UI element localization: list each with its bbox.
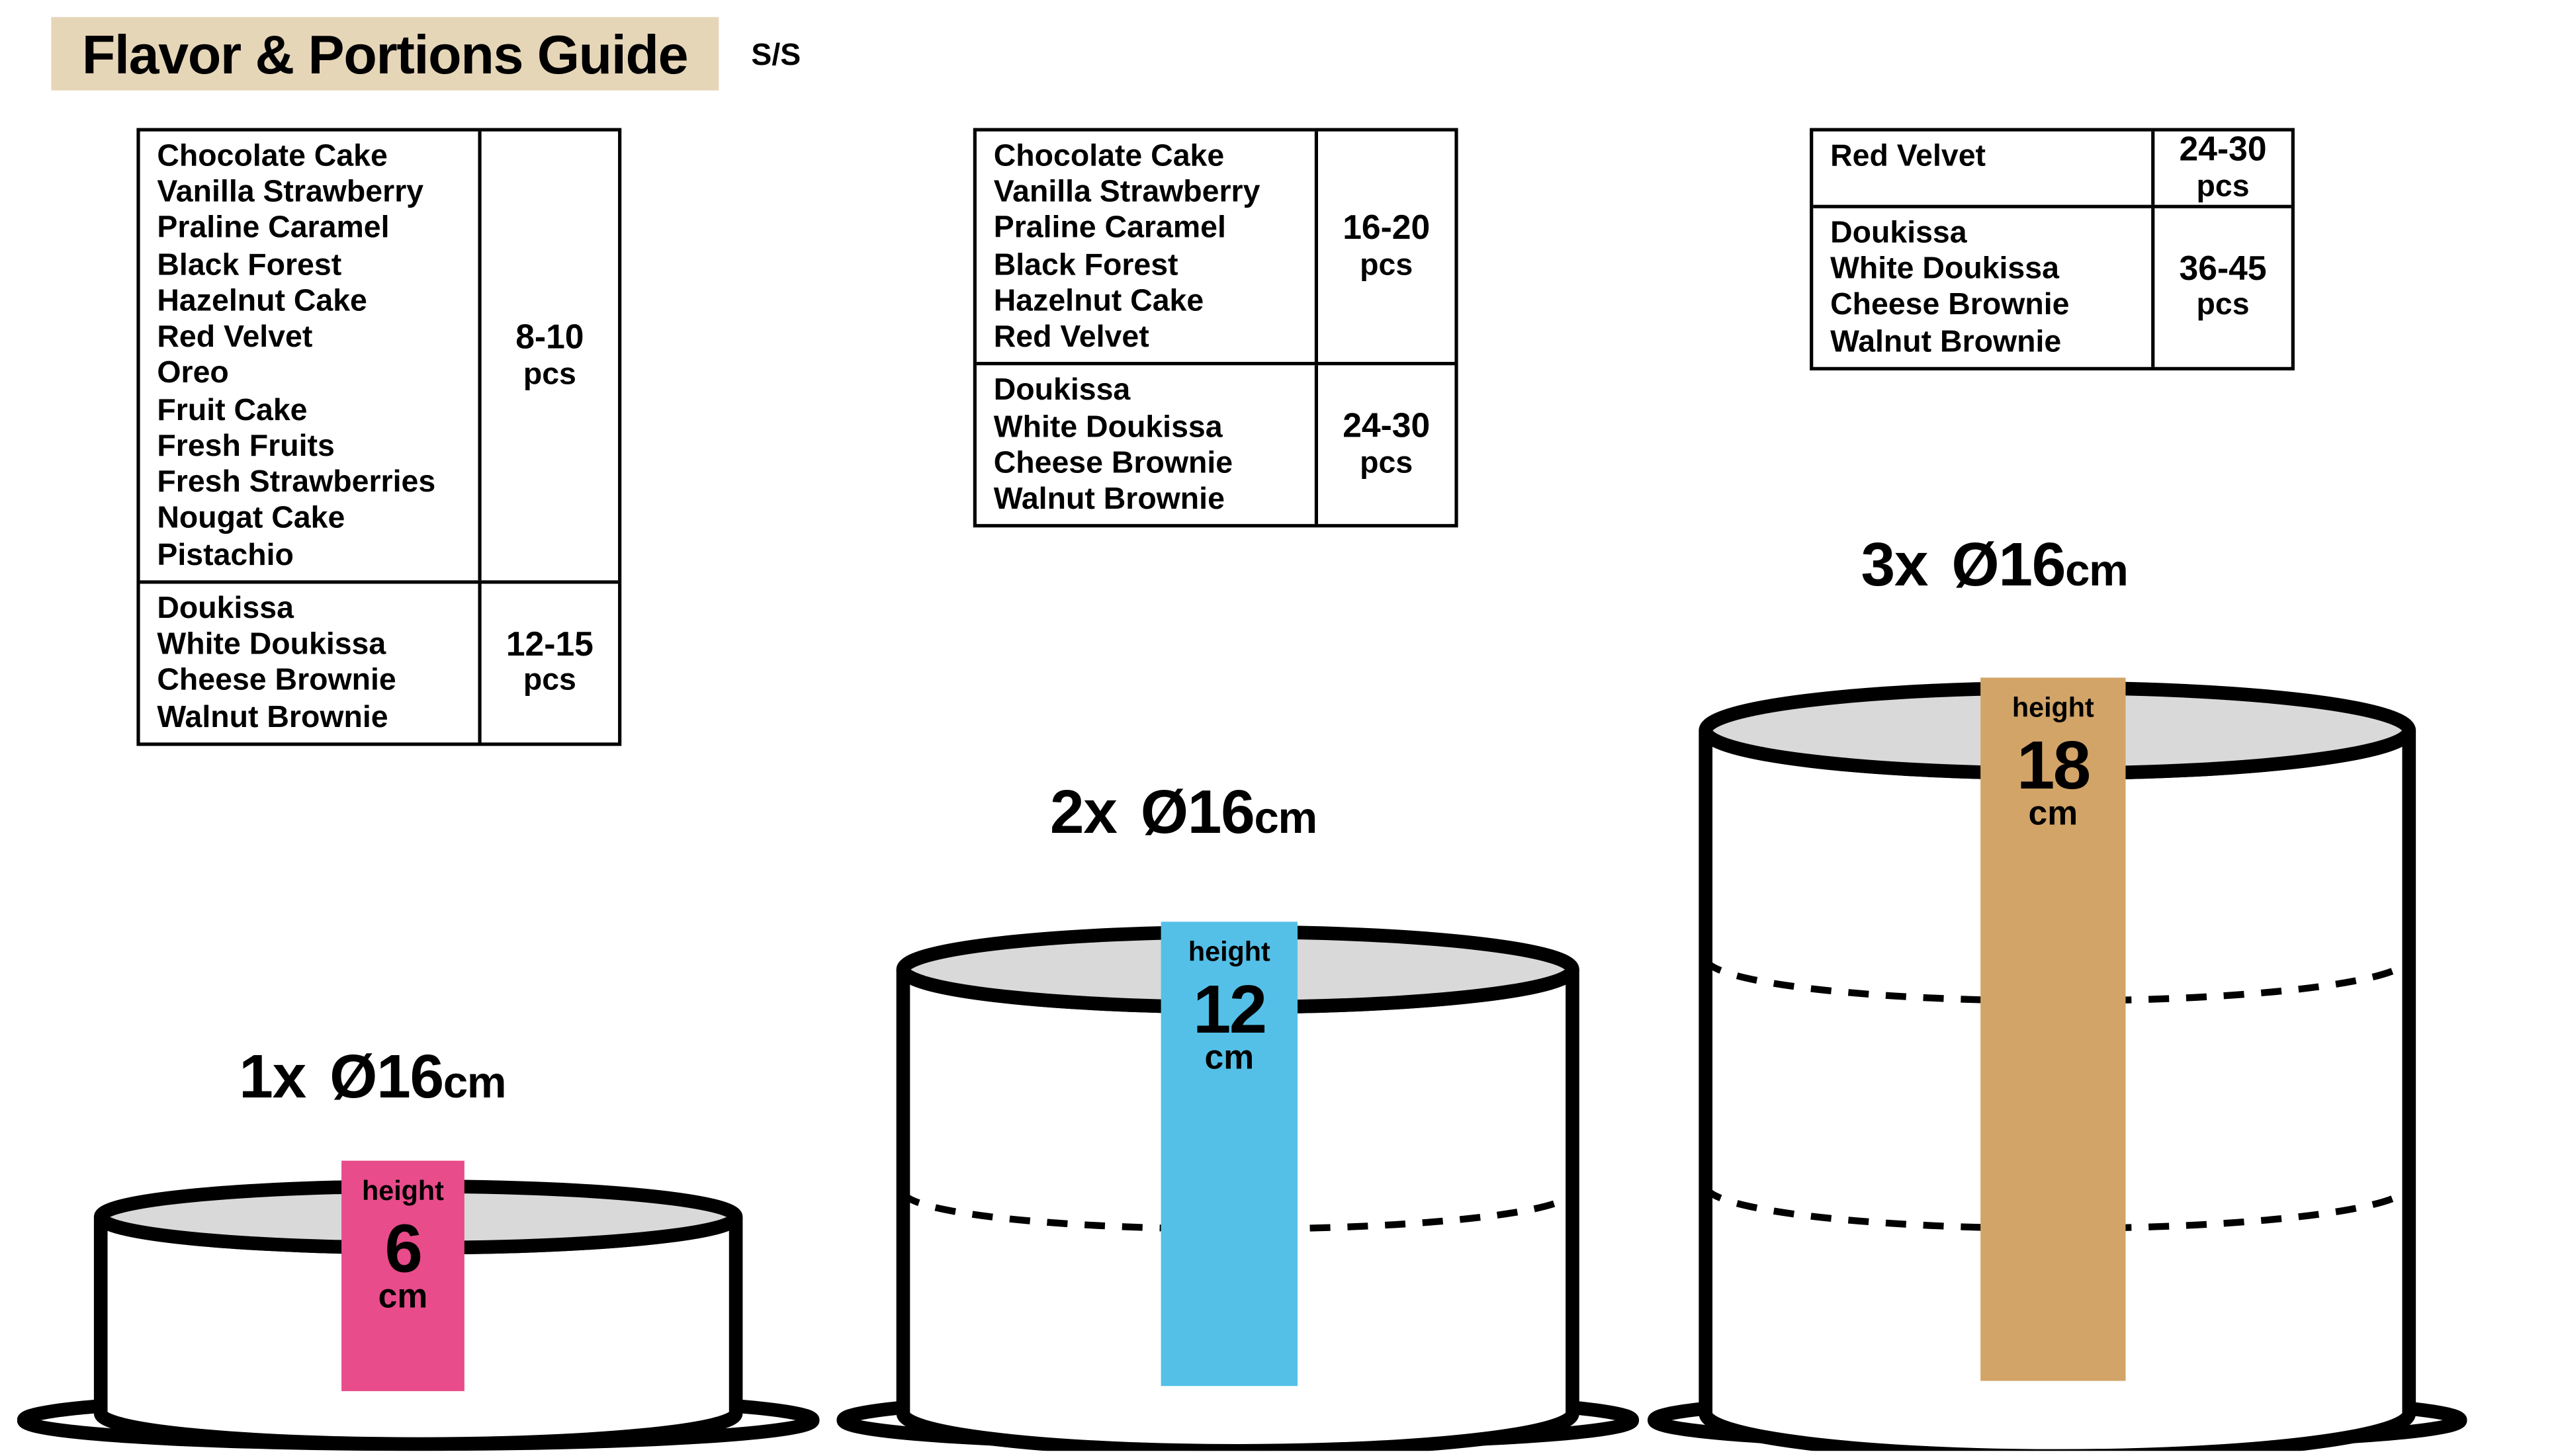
flavor-item: White Doukissa [994,409,1298,445]
flavor-item: Red Velvet [994,320,1298,356]
cake-size-label: 2x Ø16cm [1050,777,1317,848]
height-ribbon: height 6cm [341,1161,464,1391]
flavor-table: Red Velvet24-30pcsDoukissaWhite Doukissa… [1810,128,2295,370]
flavor-item: Hazelnut Cake [157,283,461,320]
flavor-item: Cheese Brownie [994,445,1298,482]
page-subtitle: S/S [751,38,801,73]
flavor-item: Oreo [157,356,461,392]
flavor-item: Doukissa [157,590,461,626]
portions-cell: 12-15pcs [482,583,618,742]
flavor-item: Hazelnut Cake [994,283,1298,320]
flavor-item: Walnut Brownie [157,699,461,736]
flavor-item: Red Velvet [1830,138,2134,175]
flavor-item: Praline Caramel [157,211,461,247]
portions-cell: 8-10pcs [482,132,618,580]
flavor-list: DoukissaWhite DoukissaCheese BrownieWaln… [1813,208,2154,366]
flavor-list: Red Velvet [1813,132,2154,205]
portions-value: 24-30 [2180,132,2267,172]
portions-unit: pcs [523,356,576,392]
portions-value: 36-45 [2180,251,2267,291]
diameter-unit: cm [2065,544,2127,595]
height-ribbon: height 18cm [1980,677,2125,1381]
portions-value: 8-10 [515,319,584,359]
portions-cell: 24-30pcs [1318,366,1454,525]
table-row: DoukissaWhite DoukissaCheese BrownieWaln… [977,363,1454,525]
flavor-table: Chocolate CakeVanilla StrawberryPraline … [136,128,621,746]
height-label: height [1161,921,1298,969]
portions-unit: pcs [1360,247,1413,284]
portions-unit: pcs [2197,168,2250,204]
flavor-item: Fresh Fruits [157,428,461,464]
table-row: Red Velvet 24-30pcs [1813,132,2291,205]
flavor-table: Chocolate CakeVanilla StrawberryPraline … [973,128,1458,529]
flavor-item: Walnut Brownie [1830,323,2134,360]
diameter: Ø16cm [1951,529,2127,599]
flavor-item: Red Velvet [157,320,461,356]
height-unit: cm [341,1280,464,1314]
flavor-item: Fruit Cake [157,392,461,429]
diameter-unit: cm [1254,792,1316,843]
height-value: 6 [341,1219,464,1280]
flavor-item: Praline Caramel [994,211,1298,247]
flavor-item: Black Forest [157,247,461,283]
portions-cell: 36-45pcs [2154,208,2291,366]
table-row: Chocolate CakeVanilla StrawberryPraline … [140,132,618,580]
flavor-item: Vanilla Strawberry [994,175,1298,211]
page: Flavor & Portions Guide S/S Chocolate Ca… [0,0,2561,1456]
table-row: Chocolate CakeVanilla StrawberryPraline … [977,132,1454,363]
multiplier: 3x [1861,529,1928,599]
portions-unit: pcs [523,663,576,699]
flavor-item: Walnut Brownie [994,482,1298,518]
height-unit: cm [1161,1041,1298,1076]
height-label: height [341,1161,464,1209]
flavor-item: Nougat Cake [157,501,461,537]
height-value: 12 [1161,980,1298,1041]
portions-unit: pcs [2197,288,2250,324]
diameter-unit: cm [443,1056,506,1107]
flavor-item: Black Forest [994,247,1298,283]
flavor-item: Pistachio [157,537,461,574]
height-value: 18 [1980,736,2125,797]
portions-unit: pcs [1360,446,1413,482]
flavor-item: Chocolate Cake [994,138,1298,175]
portions-cell: 24-30pcs [2154,132,2291,205]
flavor-item: Doukissa [1830,215,2134,251]
page-title: Flavor & Portions Guide [51,17,718,91]
height-ribbon: height 12cm [1161,921,1298,1386]
flavor-list: Chocolate CakeVanilla StrawberryPraline … [977,132,1318,363]
portions-cell: 16-20pcs [1318,132,1454,363]
portions-value: 12-15 [506,626,594,667]
flavor-list: Chocolate CakeVanilla StrawberryPraline … [140,132,482,580]
height-label: height [1980,677,2125,725]
cake-size-label: 3x Ø16cm [1861,529,2128,601]
diameter: Ø16cm [330,1041,506,1111]
flavor-item: Fresh Strawberries [157,464,461,501]
flavor-item: Vanilla Strawberry [157,175,461,211]
flavor-list: DoukissaWhite DoukissaCheese BrownieWaln… [977,366,1318,525]
flavor-list: DoukissaWhite DoukissaCheese BrownieWaln… [140,583,482,742]
portions-value: 16-20 [1343,210,1430,251]
flavor-item: Cheese Brownie [157,663,461,699]
flavor-item: Chocolate Cake [157,138,461,175]
flavor-item: White Doukissa [157,626,461,663]
multiplier: 2x [1050,777,1117,847]
cake-size-label: 1x Ø16cm [239,1041,506,1113]
diameter: Ø16cm [1141,777,1317,847]
table-row: DoukissaWhite DoukissaCheese BrownieWaln… [140,580,618,742]
portions-value: 24-30 [1343,409,1430,449]
flavor-item: White Doukissa [1830,251,2134,287]
table-row: DoukissaWhite DoukissaCheese BrownieWaln… [1813,204,2291,366]
flavor-item: Cheese Brownie [1830,287,2134,323]
flavor-item: Doukissa [994,373,1298,409]
multiplier: 1x [239,1041,306,1111]
height-unit: cm [1980,797,2125,832]
